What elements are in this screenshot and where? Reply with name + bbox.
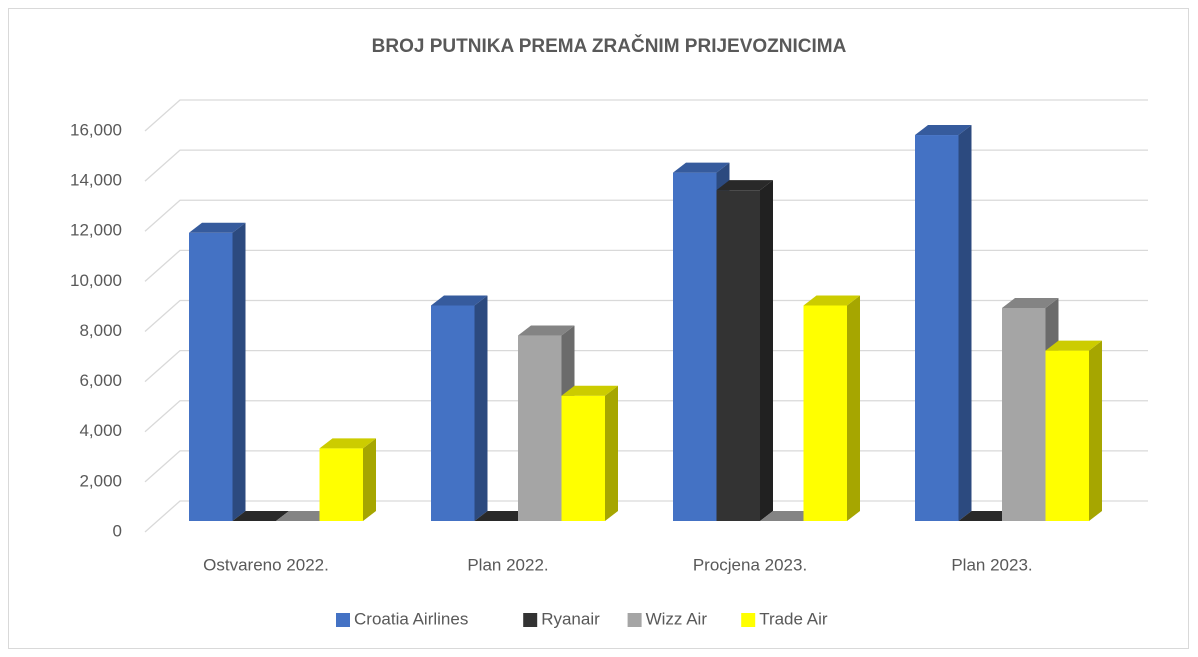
bar-top: [232, 511, 289, 521]
bar-top: [276, 511, 333, 521]
chart-title: BROJ PUTNIKA PREMA ZRAČNIM PRIJEVOZNICIM…: [372, 35, 847, 57]
grid-line: [144, 99, 1148, 132]
legend-label: Croatia Airlines: [354, 609, 468, 628]
bar-top: [189, 222, 246, 233]
bar: [716, 180, 773, 522]
bar-top: [915, 125, 972, 136]
bar: [760, 511, 817, 521]
bar-side: [847, 295, 860, 521]
bar-front: [431, 305, 475, 521]
bar-front: [1002, 307, 1046, 521]
bar-front: [518, 335, 562, 521]
bar: [189, 222, 246, 521]
bar: [958, 511, 1015, 521]
x-tick-label: Ostvareno 2022.: [203, 555, 329, 574]
bar-front: [915, 135, 959, 521]
bar: [276, 511, 333, 521]
y-tick-label: 10,000: [70, 271, 122, 290]
bar-front: [1045, 350, 1089, 521]
bar-side: [958, 125, 972, 521]
bar: [232, 511, 289, 521]
bar-front: [189, 232, 233, 521]
grid-line: [144, 149, 1148, 182]
grid-line: [144, 199, 1148, 232]
bar: [319, 438, 376, 521]
bar-top: [431, 295, 488, 306]
legend-swatch: [523, 613, 538, 627]
x-tick-label: Procjena 2023.: [693, 555, 807, 574]
bar-top: [716, 180, 773, 191]
y-tick-label: 6,000: [79, 371, 122, 390]
legend-swatch: [741, 613, 756, 627]
bar-top: [958, 511, 1015, 521]
y-tick-label: 2,000: [79, 471, 122, 490]
bar-top: [561, 385, 618, 396]
bar-side: [760, 180, 773, 522]
y-tick-label: 12,000: [70, 221, 122, 240]
bar-top: [474, 511, 531, 521]
bar-front: [673, 172, 717, 521]
legend-swatch: [627, 613, 642, 627]
bar-top: [518, 325, 575, 336]
bar: [561, 385, 618, 521]
bar-top: [1045, 340, 1102, 351]
bar-side: [605, 385, 618, 521]
bar: [1045, 340, 1102, 521]
bar: [431, 295, 488, 521]
y-tick-label: 16,000: [70, 120, 122, 139]
bar-front: [561, 395, 605, 521]
bar-side: [363, 438, 376, 521]
bar-front: [716, 190, 760, 522]
y-tick-label: 8,000: [79, 321, 122, 340]
bar-top: [673, 162, 730, 173]
bar-side: [474, 295, 488, 521]
bar: [915, 125, 972, 521]
bar: [474, 511, 531, 521]
y-tick-label: 4,000: [79, 421, 122, 440]
bar-top: [319, 438, 376, 449]
y-tick-label: 0: [113, 521, 122, 540]
bar-top: [760, 511, 817, 521]
bar-top: [803, 295, 860, 306]
x-tick-label: Plan 2022.: [467, 555, 548, 574]
bar-front: [319, 448, 363, 521]
legend-label: Trade Air: [759, 609, 828, 628]
bar-front: [803, 305, 847, 521]
bar-top: [1002, 297, 1059, 308]
x-tick-label: Plan 2023.: [951, 555, 1032, 574]
bar-side: [1089, 340, 1102, 521]
bar: [803, 295, 860, 521]
legend-label: Ryanair: [541, 609, 600, 628]
legend-swatch: [336, 613, 350, 627]
grid-line: [144, 249, 1148, 282]
y-tick-label: 14,000: [70, 171, 122, 190]
bar-side: [232, 222, 246, 521]
legend-label: Wizz Air: [646, 609, 708, 628]
